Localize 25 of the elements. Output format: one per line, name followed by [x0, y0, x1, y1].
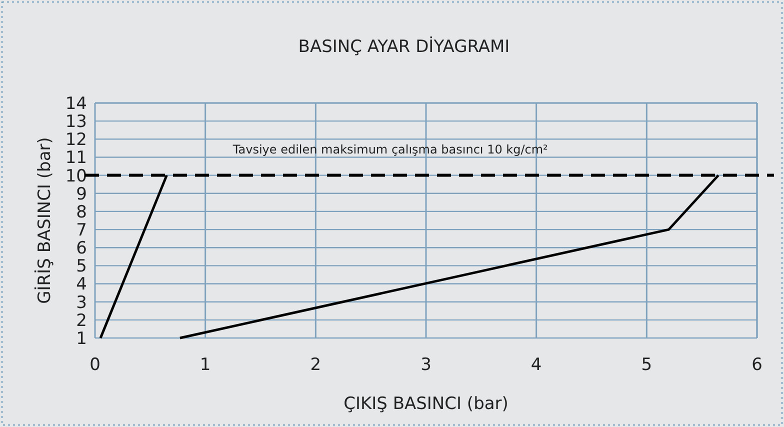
x-tick-label: 2 — [310, 355, 322, 375]
y-tick-label: 12 — [65, 130, 87, 150]
y-tick-label: 8 — [76, 202, 87, 222]
y-tick-label: 2 — [76, 310, 87, 331]
x-tick-label: 4 — [530, 355, 542, 375]
y-tick-label: 5 — [76, 256, 87, 277]
y-axis-title: GİRİŞ BASINCI (bar) — [34, 137, 55, 304]
x-tick-label: 0 — [90, 355, 100, 375]
x-axis-title: ÇIKIŞ BASINCI (bar) — [344, 394, 508, 414]
y-tick-label: 6 — [76, 238, 87, 259]
y-tick-label: 3 — [76, 292, 87, 313]
y-tick-label: 9 — [76, 184, 87, 204]
y-tick-label: 1 — [76, 328, 87, 349]
y-tick-label: 7 — [76, 220, 87, 240]
y-tick-label: 10 — [65, 166, 87, 186]
x-tick-label: 3 — [420, 355, 432, 375]
y-tick-label: 4 — [76, 274, 87, 295]
ref-line-label: Tavsiye edilen maksimum çalışma basıncı 10 kg/cm² — [232, 142, 548, 156]
y-tick-label: 13 — [65, 112, 87, 132]
x-tick-label: 1 — [200, 355, 211, 375]
x-tick-label: 6 — [752, 355, 762, 375]
chart-title: BASINÇ AYAR DİYAGRAMI — [298, 36, 510, 57]
y-tick-label: 14 — [65, 94, 87, 114]
x-tick-label: 5 — [641, 355, 652, 375]
y-tick-label: 11 — [65, 148, 87, 168]
